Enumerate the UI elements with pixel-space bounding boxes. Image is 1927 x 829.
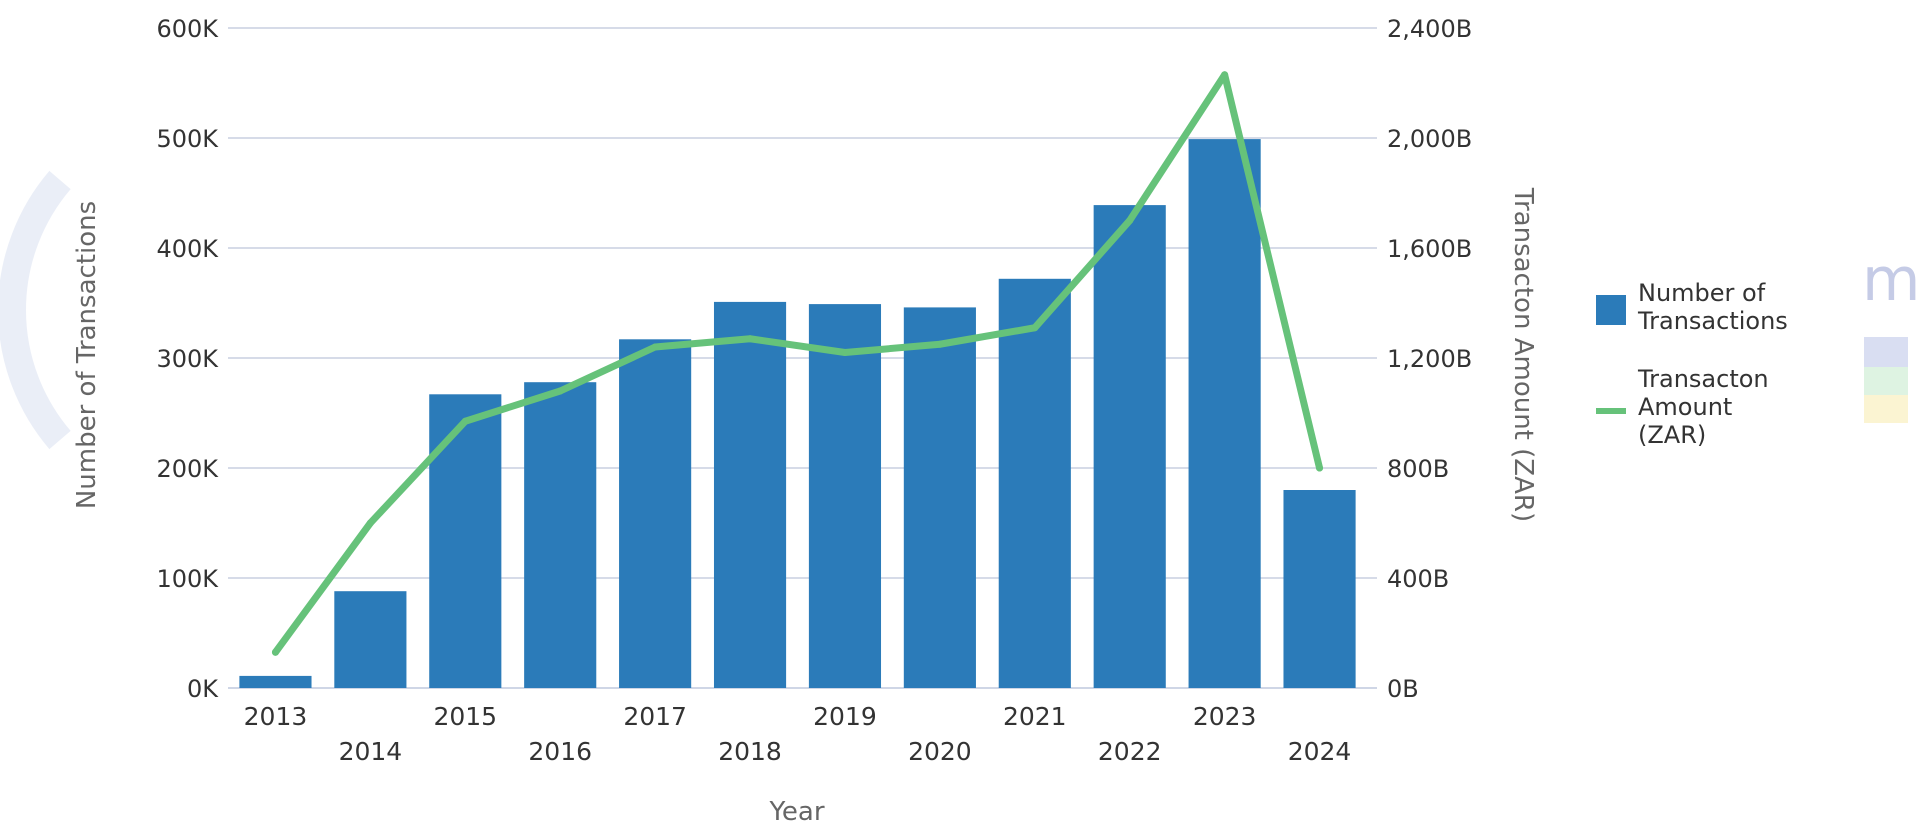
- line-point[interactable]: [366, 519, 374, 527]
- watermark-side-icon: m: [1862, 245, 1920, 423]
- bar[interactable]: [713, 301, 787, 688]
- y2-tick-label: 0B: [1387, 675, 1419, 703]
- line-point[interactable]: [461, 417, 469, 425]
- line-point[interactable]: [936, 340, 944, 348]
- y-axis-title: Number of Transactions: [72, 201, 102, 509]
- x-tick-label: 2015: [433, 702, 497, 731]
- x-axis-title: Year: [768, 797, 824, 825]
- y-tick-label: 100K: [156, 565, 219, 593]
- bar[interactable]: [524, 382, 597, 688]
- y2-tick-label: 1,600B: [1387, 235, 1472, 263]
- legend-line-label-2: Amount: [1638, 393, 1732, 421]
- line-point[interactable]: [1031, 324, 1039, 332]
- line-point[interactable]: [1316, 464, 1324, 472]
- left-axis-ticks: 0K 100K 200K 300K 400K 500K 600K: [156, 15, 219, 703]
- y-tick-label: 200K: [156, 455, 219, 483]
- legend: Number of Transactions Transacton Amount…: [1596, 279, 1788, 449]
- line-point[interactable]: [271, 648, 279, 656]
- line-point[interactable]: [1221, 71, 1229, 79]
- legend-line-label-3: (ZAR): [1638, 421, 1706, 449]
- y2-tick-label: 1,200B: [1387, 345, 1472, 373]
- x-tick-label: 2018: [718, 737, 782, 766]
- x-tick-label: 2022: [1098, 737, 1162, 766]
- x-tick-label: 2020: [908, 737, 972, 766]
- y-tick-label: 300K: [156, 345, 219, 373]
- x-tick-label: 2013: [244, 702, 308, 731]
- bar[interactable]: [429, 394, 502, 688]
- bar[interactable]: [619, 339, 692, 688]
- y2-tick-label: 2,400B: [1387, 15, 1472, 43]
- y2-tick-label: 400B: [1387, 565, 1449, 593]
- y2-tick-label: 800B: [1387, 455, 1449, 483]
- legend-bars-label-2: Transactions: [1637, 307, 1788, 335]
- bar[interactable]: [903, 307, 976, 688]
- y-tick-label: 400K: [156, 235, 219, 263]
- bar-series: [239, 139, 1356, 689]
- legend-item-line[interactable]: Transacton Amount (ZAR): [1596, 365, 1769, 449]
- y-tick-label: 600K: [156, 15, 219, 43]
- line-point[interactable]: [1126, 217, 1134, 224]
- x-tick-label: 2023: [1193, 702, 1257, 731]
- y-tick-label: 0K: [187, 675, 219, 703]
- legend-bar-swatch: [1596, 295, 1626, 325]
- watermark-seal: [0, 170, 71, 450]
- watermark-letter: m: [1862, 245, 1920, 315]
- line-point[interactable]: [841, 349, 849, 356]
- x-axis-ticks: 2013 2014 2015 2016 2017 2018 2019 2020 2021 2022…: [244, 702, 1352, 766]
- bar[interactable]: [334, 591, 407, 688]
- line-path[interactable]: [271, 71, 1324, 656]
- x-tick-label: 2021: [1003, 702, 1067, 731]
- legend-item-bars[interactable]: Number of Transactions: [1596, 279, 1788, 335]
- legend-bars-label-1: Number of: [1638, 279, 1766, 307]
- x-tick-label: 2016: [528, 737, 592, 766]
- bar[interactable]: [808, 304, 882, 688]
- line-point[interactable]: [556, 387, 564, 395]
- bar[interactable]: [1188, 139, 1261, 689]
- bar[interactable]: [1093, 205, 1166, 688]
- bar[interactable]: [998, 278, 1071, 688]
- x-tick-label: 2024: [1288, 737, 1352, 766]
- x-tick-label: 2014: [339, 737, 403, 766]
- line-point[interactable]: [746, 335, 754, 343]
- right-axis-ticks: 0B 400B 800B 1,200B 1,600B 2,000B 2,400B: [1387, 15, 1472, 703]
- x-tick-label: 2019: [813, 702, 877, 731]
- line-point[interactable]: [651, 343, 659, 351]
- x-tick-label: 2017: [623, 702, 687, 731]
- legend-line-label-1: Transacton: [1637, 365, 1769, 393]
- y2-tick-label: 2,000B: [1387, 125, 1472, 153]
- legend-line-swatch: [1596, 408, 1626, 414]
- watermark-swatch-green: [1864, 367, 1908, 395]
- watermark-swatch-yellow: [1864, 395, 1908, 423]
- bar[interactable]: [239, 675, 312, 688]
- y2-axis-title: Transacton Amount (ZAR): [1508, 187, 1538, 522]
- y-tick-label: 500K: [156, 125, 219, 153]
- watermark-swatch-blue: [1864, 337, 1908, 367]
- bar[interactable]: [1283, 490, 1356, 688]
- line-series: [271, 71, 1324, 656]
